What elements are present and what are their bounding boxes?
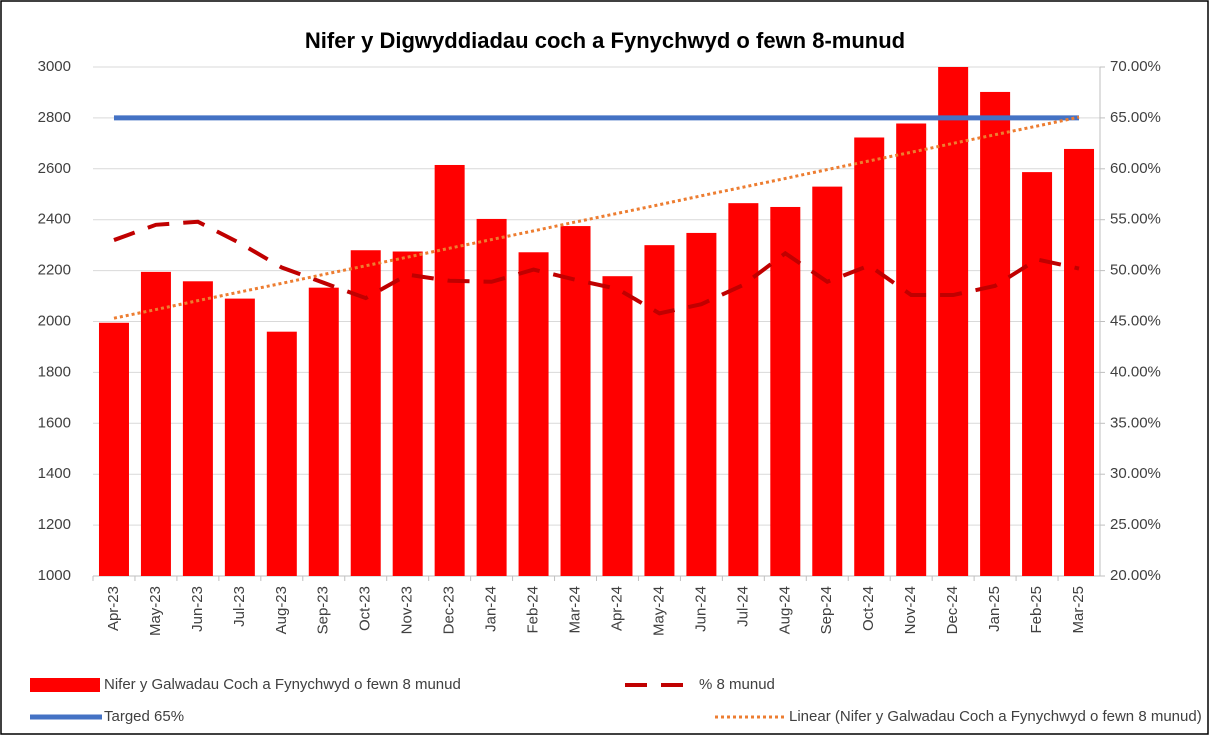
y-tick-label: 2000 — [38, 312, 71, 329]
y2-tick-label: 70.00% — [1110, 58, 1161, 75]
bar — [644, 245, 675, 576]
y2-tick-label: 30.00% — [1110, 465, 1161, 482]
bar — [854, 137, 885, 576]
bar — [350, 250, 381, 577]
bar — [938, 67, 969, 576]
bar — [980, 91, 1011, 576]
x-tick-label: Aug-23 — [273, 586, 290, 634]
bar — [140, 271, 171, 576]
x-tick-label: Oct-23 — [357, 586, 374, 631]
x-tick-label: Nov-23 — [399, 586, 416, 634]
y2-tick-label: 35.00% — [1110, 414, 1161, 431]
x-tick-label: Dec-23 — [441, 586, 458, 634]
y-tick-label: 1000 — [38, 567, 71, 584]
bar — [434, 164, 465, 577]
bar — [476, 218, 507, 576]
x-tick-label: Apr-24 — [608, 586, 625, 631]
bar — [224, 298, 255, 576]
bar — [98, 322, 129, 576]
y-tick-label: 2200 — [38, 262, 71, 279]
bar — [728, 203, 759, 576]
y-tick-label: 3000 — [38, 58, 71, 75]
x-tick-label: May-23 — [147, 586, 164, 636]
x-tick-label: Aug-24 — [776, 586, 793, 634]
bar — [182, 281, 213, 576]
x-tick-label: Jun-23 — [189, 586, 206, 632]
y-tick-label: 1600 — [38, 414, 71, 431]
bar — [770, 206, 801, 576]
y2-tick-label: 55.00% — [1110, 211, 1161, 228]
line-series — [113, 219, 1080, 316]
line-series — [113, 115, 1080, 320]
chart-title: Nifer y Digwyddiadau coch a Fynychwyd o … — [305, 28, 905, 53]
y2-tick-label: 45.00% — [1110, 312, 1161, 329]
x-tick-label: Mar-24 — [566, 586, 583, 634]
legend-label: Nifer y Galwadau Coch a Fynychwyd o fewn… — [104, 676, 461, 693]
bar — [392, 251, 423, 576]
y2-tick-label: 50.00% — [1110, 262, 1161, 279]
x-tick-label: Sep-23 — [315, 586, 332, 634]
x-tick-label: Feb-25 — [1028, 586, 1045, 634]
bar — [896, 123, 927, 577]
x-tick-label: Jun-24 — [692, 586, 709, 632]
y2-tick-label: 65.00% — [1110, 109, 1161, 126]
y-tick-label: 1200 — [38, 516, 71, 533]
y-tick-label: 2600 — [38, 160, 71, 177]
y2-tick-label: 40.00% — [1110, 363, 1161, 380]
legend-label: Linear (Nifer y Galwadau Coch a Fynychwy… — [789, 708, 1202, 725]
x-tick-label: May-24 — [650, 586, 667, 636]
y2-tick-label: 25.00% — [1110, 516, 1161, 533]
x-tick-label: Dec-24 — [944, 586, 961, 634]
legend-swatch — [30, 678, 100, 692]
x-tick-label: Jan-25 — [986, 586, 1003, 632]
x-tick-label: Oct-24 — [860, 586, 877, 631]
legend-label: Targed 65% — [104, 708, 184, 725]
x-tick-label: Nov-24 — [902, 586, 919, 634]
bar — [1022, 172, 1053, 576]
bar — [602, 276, 633, 576]
y2-tick-label: 60.00% — [1110, 160, 1161, 177]
y-tick-label: 1800 — [38, 363, 71, 380]
y2-tick-label: 20.00% — [1110, 567, 1161, 584]
x-tick-label: Jul-24 — [734, 586, 751, 627]
bar — [308, 287, 339, 576]
bar — [560, 226, 591, 576]
x-tick-label: Feb-24 — [525, 586, 542, 634]
y-tick-label: 2400 — [38, 211, 71, 228]
bar — [1064, 148, 1095, 576]
y-tick-label: 2800 — [38, 109, 71, 126]
y-tick-label: 1400 — [38, 465, 71, 482]
x-tick-label: Jan-24 — [483, 586, 500, 632]
x-tick-label: Mar-25 — [1070, 586, 1087, 634]
x-tick-label: Sep-24 — [818, 586, 835, 634]
x-tick-label: Apr-23 — [105, 586, 122, 631]
bar — [812, 186, 843, 577]
bar — [686, 232, 717, 576]
bar — [266, 331, 297, 576]
bar — [518, 252, 549, 576]
legend-label: % 8 munud — [699, 676, 775, 693]
x-tick-label: Jul-23 — [231, 586, 248, 627]
